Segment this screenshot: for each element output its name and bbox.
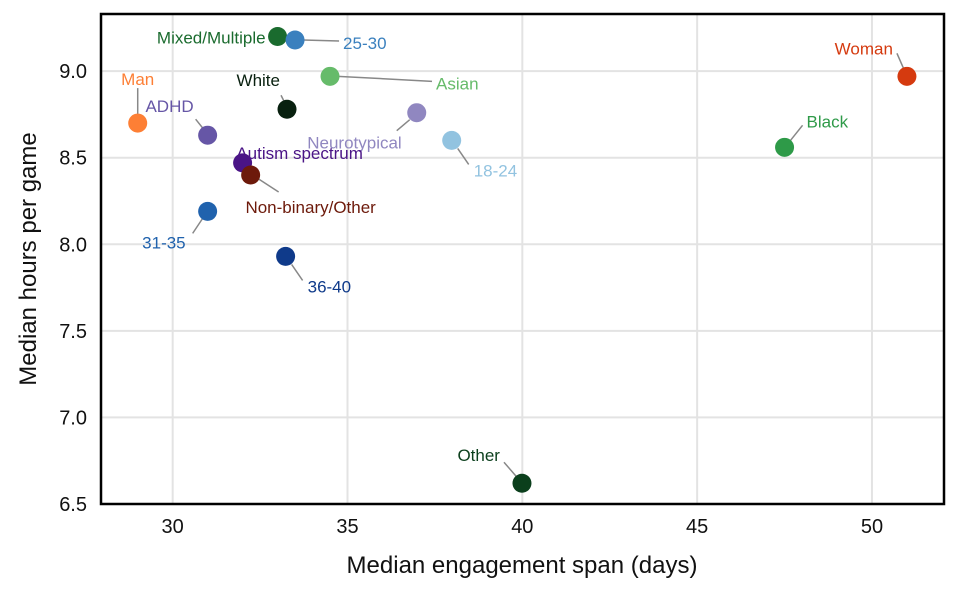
leader-line-asian: [337, 75, 433, 83]
point-label-31-35: 31-35: [142, 233, 185, 252]
point-label-white: White: [237, 71, 280, 90]
point-label-man: Man: [121, 70, 154, 89]
data-point-neurotypical: [407, 103, 427, 123]
data-point-other: [512, 473, 532, 493]
x-axis-title: Median engagement span (days): [347, 552, 698, 579]
leader-line-woman: [896, 53, 905, 70]
point-label-36-40: 36-40: [308, 277, 351, 296]
data-point-man: [128, 113, 148, 133]
y-tick-label: 9.0: [59, 61, 87, 83]
data-points: [128, 27, 917, 493]
x-tick-label: 45: [686, 516, 708, 538]
x-tick-label: 35: [336, 516, 358, 538]
x-tick-label: 30: [162, 516, 184, 538]
data-point-black: [775, 137, 795, 157]
point-label-mixed-multiple: Mixed/Multiple: [157, 29, 266, 48]
y-tick-label: 8.5: [59, 148, 87, 170]
y-tick-label: 6.5: [59, 494, 87, 516]
x-tick-label: 40: [511, 516, 533, 538]
leader-line-other: [503, 461, 518, 478]
point-label-other: Other: [457, 446, 500, 465]
data-point-36-40: [276, 246, 296, 266]
y-tick-label: 8.0: [59, 234, 87, 256]
y-tick-label: 7.0: [59, 407, 87, 429]
data-point-18-24: [442, 130, 462, 150]
y-axis-title: Median hours per game: [15, 132, 42, 385]
point-label-neurotypical: Neurotypical: [307, 134, 402, 153]
data-point-woman: [897, 66, 917, 86]
leader-line-31-35: [192, 217, 204, 234]
point-label-asian: Asian: [436, 74, 479, 93]
grid-lines: [101, 14, 944, 504]
leader-line-black: [789, 124, 804, 141]
point-label-woman: Woman: [835, 39, 893, 58]
x-tick-labels: 30 35 40 45 50: [162, 516, 884, 538]
point-labels: Mixed/Multiple 25-30 Asian White Man ADHD Neur…: [121, 29, 893, 466]
point-label-adhd: ADHD: [145, 97, 193, 116]
x-tick-label: 50: [861, 516, 883, 538]
data-point-25-30: [285, 30, 305, 50]
point-label-25-30: 25-30: [343, 34, 386, 53]
leader-line-non-binary-other: [258, 178, 280, 193]
y-tick-label: 7.5: [59, 321, 87, 343]
point-label-black: Black: [807, 112, 849, 131]
leader-line-25-30: [303, 39, 340, 42]
leader-line-18-24: [457, 147, 470, 165]
data-point-mixed-multiple: [268, 27, 288, 47]
y-tick-labels: 6.5 7.0 7.5 8.0 8.5 9.0: [59, 61, 87, 516]
point-label-non-binary-other: Non-binary/Other: [245, 198, 376, 217]
leader-line-36-40: [290, 263, 304, 281]
data-point-non-binary-other: [241, 165, 261, 185]
leader-lines: [136, 39, 905, 478]
data-point-asian: [320, 66, 340, 86]
point-label-18-24: 18-24: [474, 161, 517, 180]
data-point-adhd: [198, 125, 218, 145]
point-label-autism-spectrum: Autism spectrum: [236, 144, 363, 163]
data-point-white: [277, 99, 297, 119]
data-point-31-35: [198, 201, 218, 221]
plot-frame: [99, 12, 946, 506]
leader-line-neurotypical: [396, 119, 411, 132]
